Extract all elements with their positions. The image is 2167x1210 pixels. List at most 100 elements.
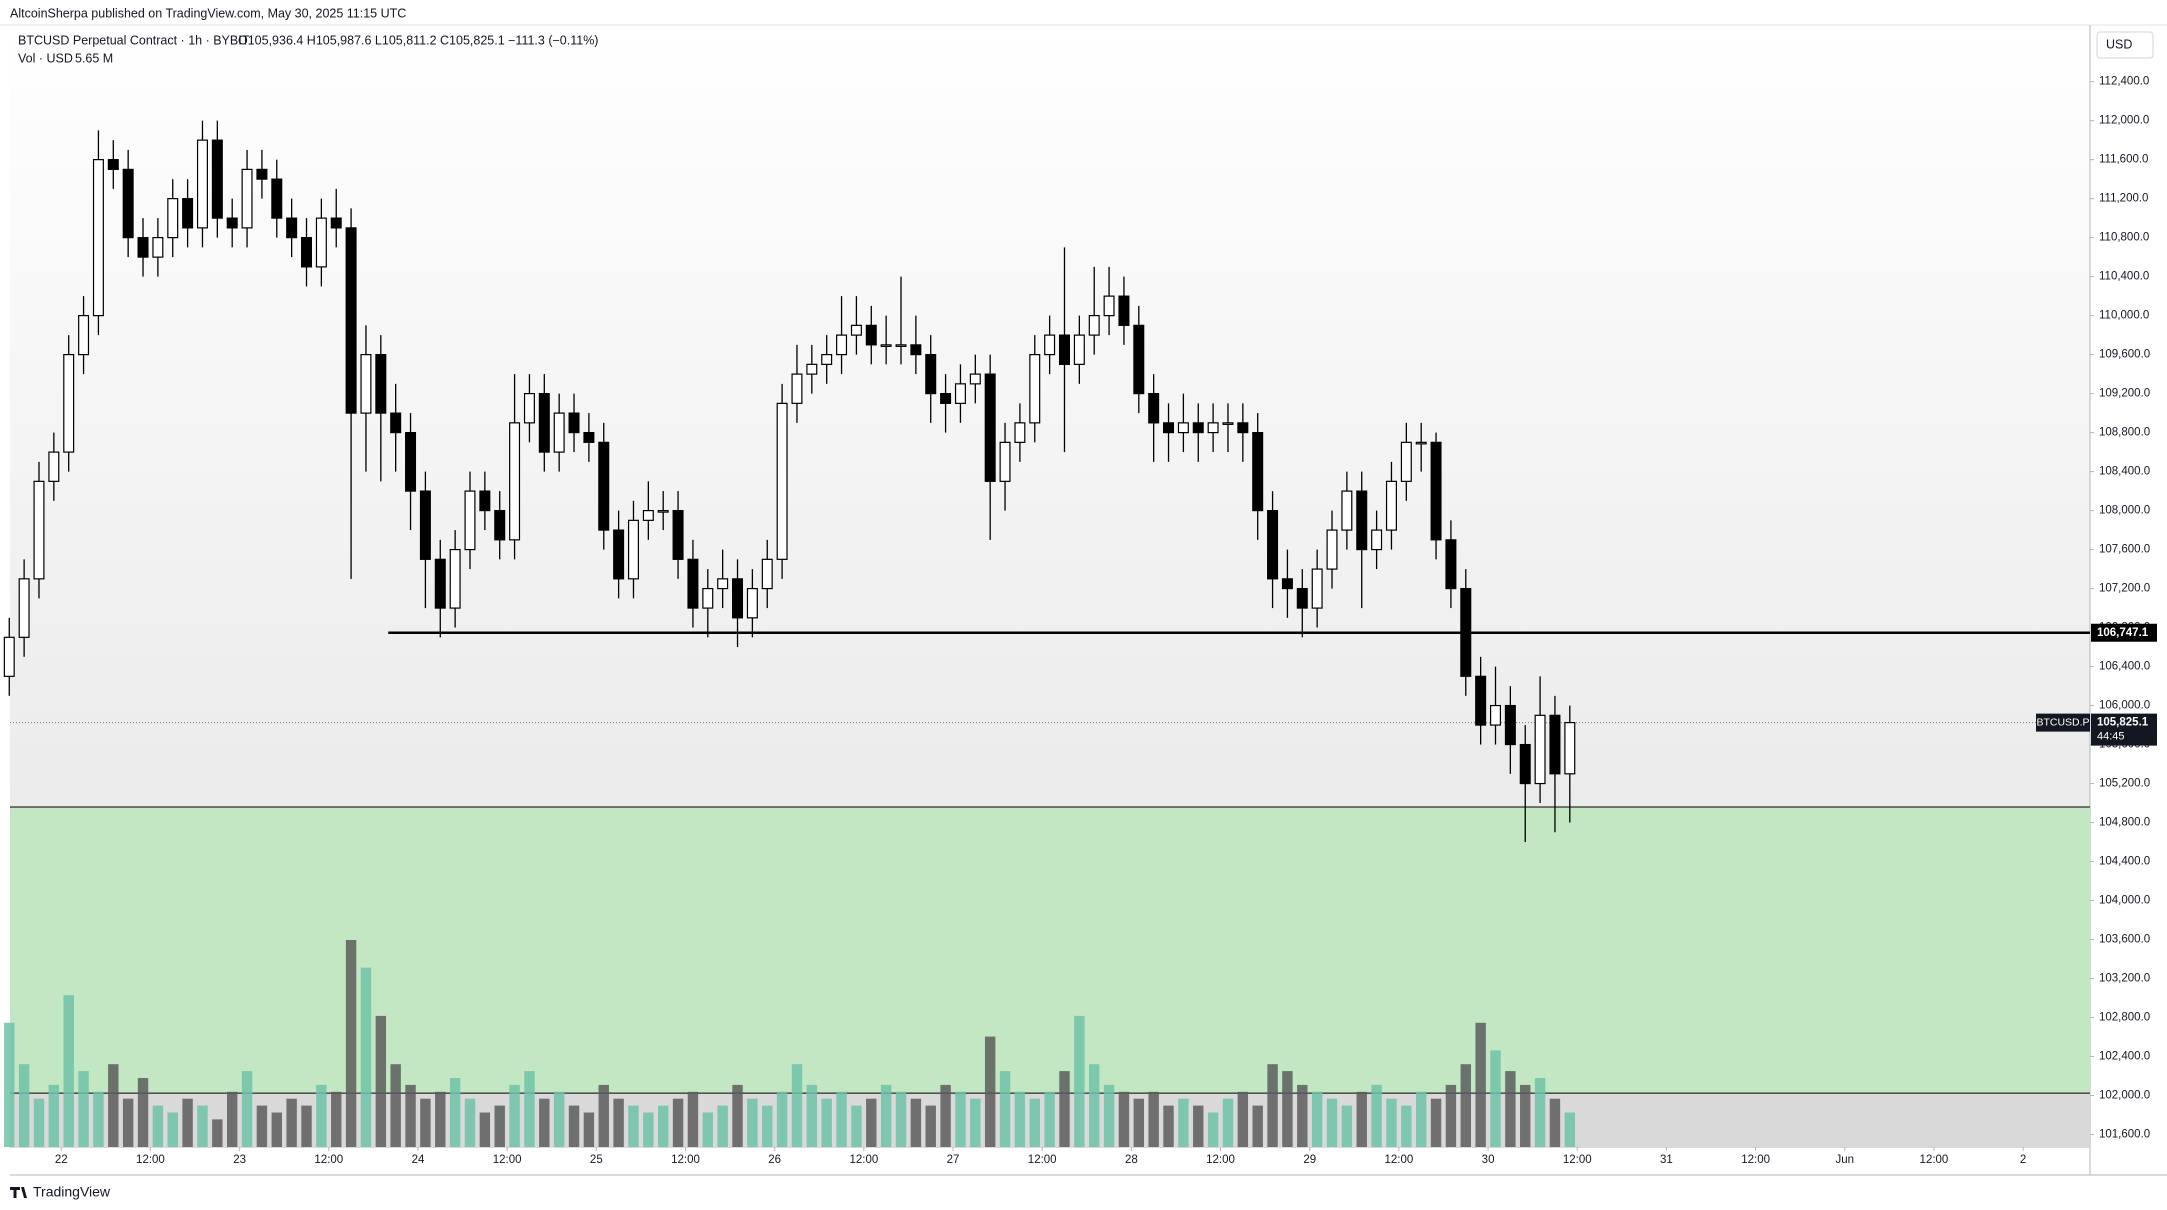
volume-bar xyxy=(1133,1098,1145,1147)
candle-body xyxy=(419,490,431,560)
candle-body xyxy=(1044,334,1056,356)
volume-bar xyxy=(18,1064,30,1147)
candle-body xyxy=(345,227,357,414)
candle-body xyxy=(226,217,238,229)
candle-body xyxy=(301,237,313,268)
candle-body xyxy=(1504,704,1516,746)
volume-bar xyxy=(1044,1091,1055,1147)
candle-body xyxy=(1252,432,1264,512)
candle-body xyxy=(1445,539,1457,590)
volume-bar xyxy=(167,1112,178,1147)
candle-body xyxy=(1267,509,1279,580)
candle-body xyxy=(1014,422,1026,443)
y-tick-label: 111,600.0 xyxy=(2099,154,2148,166)
volume-value: 5.65 M xyxy=(75,51,113,65)
volume-bar xyxy=(33,1098,45,1147)
candle-body xyxy=(196,139,208,229)
x-tick-label: 30 xyxy=(1482,1154,1495,1166)
candle-body xyxy=(925,354,937,395)
candle-body xyxy=(642,509,654,521)
y-tick-label: 106,400.0 xyxy=(2099,661,2150,673)
volume-bar xyxy=(241,1071,253,1147)
x-tick-label: 12:00 xyxy=(1563,1154,1592,1166)
volume-bar xyxy=(583,1112,595,1147)
candle-body xyxy=(1222,422,1234,425)
volume-bar xyxy=(1118,1091,1130,1147)
candle-body xyxy=(865,324,877,346)
volume-bar xyxy=(286,1098,297,1147)
candle-body xyxy=(969,373,981,385)
level-label-box xyxy=(2091,623,2157,642)
volume-bar xyxy=(152,1105,164,1147)
x-tick-label: 25 xyxy=(590,1154,603,1166)
volume-bar xyxy=(301,1105,312,1147)
ohlc-legend: O105,936.4 H105,987.6 L105,811.2 C105,82… xyxy=(238,33,598,47)
candle-body xyxy=(1356,490,1368,551)
candle-body xyxy=(434,558,446,609)
candle-body xyxy=(107,159,119,170)
volume-bar xyxy=(1029,1098,1040,1147)
candle-body xyxy=(954,383,966,404)
candle-body xyxy=(494,509,506,541)
candle-body xyxy=(553,412,565,453)
volume-bar xyxy=(256,1105,268,1147)
y-tick-label: 108,400.0 xyxy=(2099,466,2150,478)
y-tick-label: 110,000.0 xyxy=(2099,310,2149,322)
volume-bar xyxy=(628,1105,639,1147)
candle-body xyxy=(92,159,104,317)
volume-bar xyxy=(1311,1091,1323,1147)
candle-body xyxy=(122,168,134,239)
last-price-box xyxy=(2091,713,2157,746)
candle-body xyxy=(211,139,223,219)
candle-body xyxy=(167,198,179,239)
volume-bar xyxy=(1074,1015,1085,1147)
candle-body xyxy=(315,217,327,268)
candle-body xyxy=(1177,422,1189,434)
candle-body xyxy=(806,363,818,375)
volume-bar xyxy=(732,1084,743,1147)
candle-body xyxy=(523,393,535,424)
currency-box[interactable] xyxy=(2096,31,2154,59)
candle-body xyxy=(613,529,625,580)
volume-bar xyxy=(108,1064,119,1147)
candle-body xyxy=(3,636,15,677)
candle-body xyxy=(1192,422,1204,434)
volume-bar xyxy=(658,1105,669,1147)
volume-bar xyxy=(197,1105,208,1147)
y-tick-label: 105,200.0 xyxy=(2099,778,2150,790)
volume-bar xyxy=(479,1112,491,1147)
y-tick-label: 110,800.0 xyxy=(2099,232,2149,244)
candle-body xyxy=(1118,295,1130,326)
volume-bar xyxy=(1401,1105,1412,1147)
y-tick-label: 109,200.0 xyxy=(2099,388,2150,400)
candle-body xyxy=(984,373,996,482)
candle-body xyxy=(746,587,758,619)
y-tick-label: 104,000.0 xyxy=(2099,895,2150,907)
volume-bar xyxy=(375,1015,387,1147)
candle-body xyxy=(479,490,491,512)
volume-bar xyxy=(672,1098,684,1147)
volume-bar xyxy=(509,1084,520,1147)
candle-body xyxy=(1073,334,1085,365)
logo-text: TradingView xyxy=(33,1184,111,1200)
x-tick-label: 12:00 xyxy=(314,1154,343,1166)
volume-bar xyxy=(345,940,357,1147)
x-tick-label: 12:00 xyxy=(1028,1154,1057,1166)
volume-bar xyxy=(1445,1084,1457,1147)
y-tick-label: 103,200.0 xyxy=(2099,973,2150,985)
x-tick-label: 27 xyxy=(947,1154,960,1166)
volume-bar xyxy=(137,1078,149,1147)
volume-bar xyxy=(1490,1050,1501,1147)
countdown-label: 44:45 xyxy=(2097,731,2125,743)
candle-body xyxy=(18,578,30,638)
candle-body xyxy=(1400,441,1412,482)
volume-bar xyxy=(895,1091,907,1147)
candle-body xyxy=(63,354,75,453)
x-tick-label: 31 xyxy=(1660,1154,1673,1166)
volume-bar xyxy=(1549,1098,1561,1147)
volume-bar xyxy=(1386,1098,1397,1147)
candle-body xyxy=(1148,393,1160,424)
currency[interactable]: USD xyxy=(2106,37,2132,51)
candle-body xyxy=(1385,480,1397,531)
candle-body xyxy=(999,441,1011,482)
